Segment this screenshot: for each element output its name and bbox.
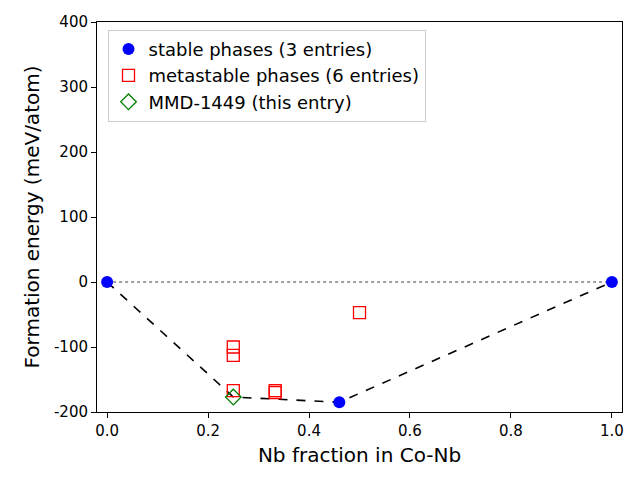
svg-text:0.0: 0.0 <box>95 422 119 440</box>
svg-text:200: 200 <box>59 143 88 161</box>
svg-text:0.4: 0.4 <box>297 422 321 440</box>
svg-text:MMD-1449 (this entry): MMD-1449 (this entry) <box>149 92 352 113</box>
svg-text:Nb fraction in Co-Nb: Nb fraction in Co-Nb <box>258 443 461 467</box>
svg-text:0.2: 0.2 <box>196 422 220 440</box>
svg-text:0.6: 0.6 <box>398 422 422 440</box>
svg-text:0: 0 <box>78 273 88 291</box>
svg-text:-100: -100 <box>54 338 88 356</box>
svg-text:0.8: 0.8 <box>499 422 523 440</box>
svg-text:400: 400 <box>59 13 88 31</box>
svg-text:-200: -200 <box>54 403 88 421</box>
svg-text:stable phases (3 entries): stable phases (3 entries) <box>149 39 373 60</box>
svg-text:100: 100 <box>59 208 88 226</box>
svg-text:300: 300 <box>59 78 88 96</box>
svg-text:Formation energy (meV/atom): Formation energy (meV/atom) <box>20 66 44 369</box>
svg-text:metastable phases (6 entries): metastable phases (6 entries) <box>149 65 419 86</box>
svg-text:1.0: 1.0 <box>600 422 624 440</box>
